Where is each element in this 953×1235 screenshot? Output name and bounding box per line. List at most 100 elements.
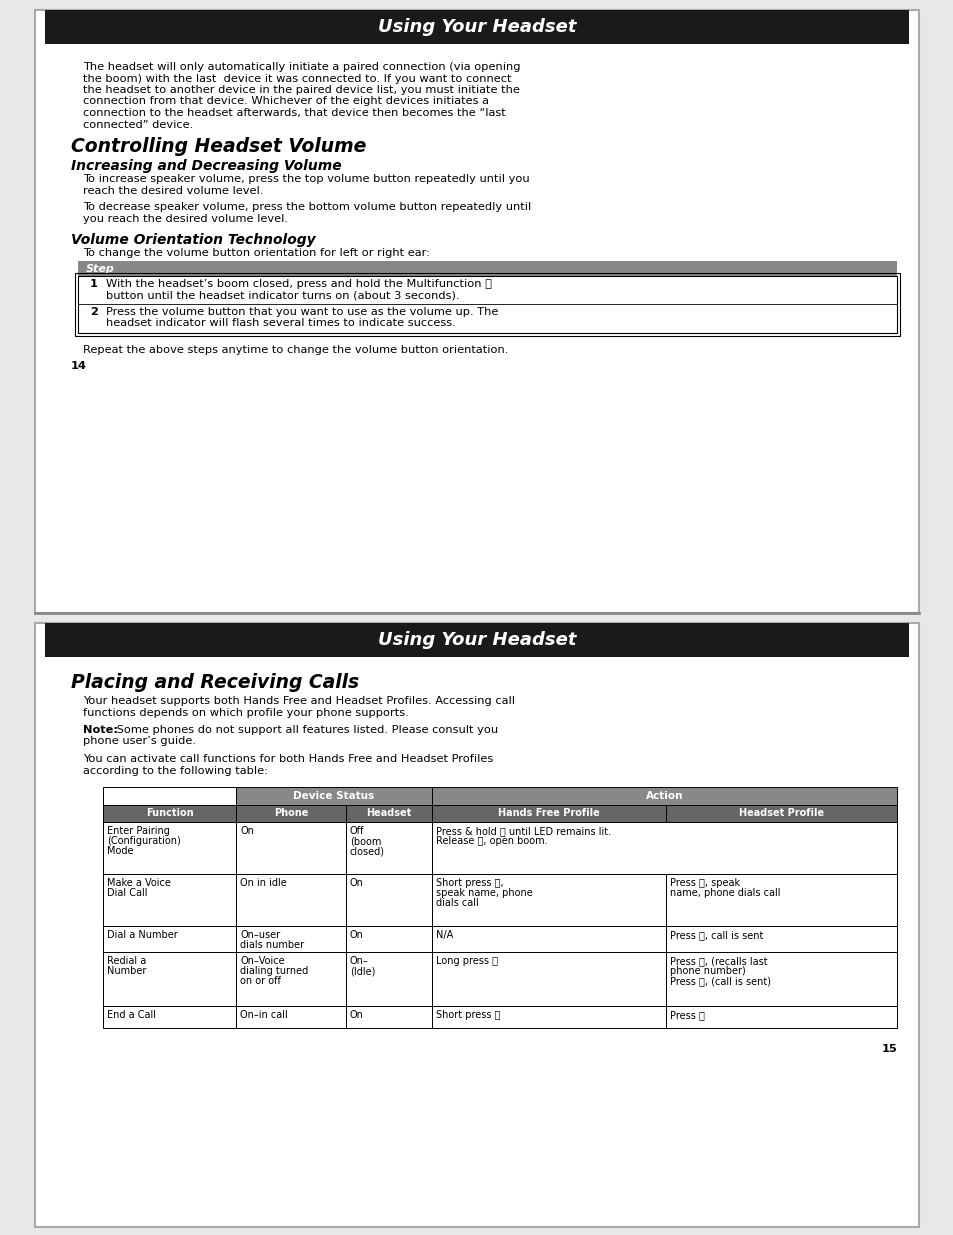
Bar <box>665 952 896 1007</box>
Text: Make a Voice: Make a Voice <box>107 878 171 888</box>
Text: reach the desired volume level.: reach the desired volume level. <box>83 185 263 195</box>
Text: Short press ⓢ: Short press ⓢ <box>436 1010 499 1020</box>
Text: functions depends on which profile your phone supports.: functions depends on which profile your … <box>83 708 408 718</box>
Text: (Idle): (Idle) <box>350 966 375 976</box>
Text: Press ⓢ, (recalls last: Press ⓢ, (recalls last <box>669 956 767 966</box>
Text: Volume Orientation Technology: Volume Orientation Technology <box>71 233 315 247</box>
Bar <box>45 622 908 657</box>
Bar <box>432 926 665 952</box>
Text: On: On <box>240 826 254 836</box>
Bar <box>236 805 346 823</box>
Bar <box>103 823 236 874</box>
Text: (boom: (boom <box>350 836 381 846</box>
Bar <box>103 926 236 952</box>
Text: You can activate call functions for both Hands Free and Headset Profiles: You can activate call functions for both… <box>83 755 493 764</box>
Text: phone user’s guide.: phone user’s guide. <box>83 736 195 746</box>
Text: Redial a: Redial a <box>107 956 146 966</box>
Text: To change the volume button orientation for left or right ear:: To change the volume button orientation … <box>83 248 430 258</box>
Bar <box>35 622 918 1228</box>
Text: 14: 14 <box>71 361 87 370</box>
Text: Some phones do not support all features listed. Please consult you: Some phones do not support all features … <box>112 725 497 735</box>
Text: On: On <box>350 1010 363 1020</box>
Bar <box>103 805 236 823</box>
Bar <box>346 874 432 926</box>
Text: the boom) with the last  device it was connected to. If you want to connect: the boom) with the last device it was co… <box>83 74 511 84</box>
Bar <box>665 805 896 823</box>
Text: headset indicator will flash several times to indicate success.: headset indicator will flash several tim… <box>106 319 456 329</box>
Bar <box>236 952 346 1007</box>
Text: To increase speaker volume, press the top volume button repeatedly until you: To increase speaker volume, press the to… <box>83 174 529 184</box>
Bar <box>236 926 346 952</box>
Text: the headset to another device in the paired device list, you must initiate the: the headset to another device in the pai… <box>83 85 519 95</box>
Bar <box>78 275 896 333</box>
Text: dials number: dials number <box>240 940 304 950</box>
Bar <box>665 1007 896 1028</box>
Bar <box>35 10 918 613</box>
Text: On: On <box>350 930 363 940</box>
Text: On–: On– <box>350 956 368 966</box>
Bar <box>103 787 236 805</box>
Text: (Configuration): (Configuration) <box>107 836 180 846</box>
Text: dials call: dials call <box>436 898 478 908</box>
Text: On–user: On–user <box>240 930 280 940</box>
Text: Step: Step <box>86 263 114 273</box>
Text: Repeat the above steps anytime to change the volume button orientation.: Repeat the above steps anytime to change… <box>83 345 508 354</box>
Bar <box>103 952 236 1007</box>
Text: phone number): phone number) <box>669 966 745 976</box>
Text: on or off: on or off <box>240 976 281 986</box>
Text: Increasing and Decreasing Volume: Increasing and Decreasing Volume <box>71 159 341 173</box>
Text: Press ⓢ: Press ⓢ <box>669 1010 704 1020</box>
Text: Number: Number <box>107 966 146 976</box>
Text: On–Voice: On–Voice <box>240 956 285 966</box>
Text: Using Your Headset: Using Your Headset <box>377 631 576 650</box>
Text: 2: 2 <box>90 308 98 317</box>
Text: Headset Profile: Headset Profile <box>739 809 823 819</box>
Bar <box>665 926 896 952</box>
Bar <box>103 874 236 926</box>
Text: Dial Call: Dial Call <box>107 888 148 898</box>
Bar <box>236 874 346 926</box>
Text: Controlling Headset Volume: Controlling Headset Volume <box>71 137 366 156</box>
Text: Headset: Headset <box>366 809 411 819</box>
Text: Function: Function <box>146 809 193 819</box>
Text: Press ⓢ, call is sent: Press ⓢ, call is sent <box>669 930 762 940</box>
Text: With the headset’s boom closed, press and hold the Multifunction ⓢ: With the headset’s boom closed, press an… <box>106 279 492 289</box>
Bar <box>236 823 346 874</box>
Text: 1: 1 <box>90 279 98 289</box>
Text: according to the following table:: according to the following table: <box>83 766 268 776</box>
Text: Mode: Mode <box>107 846 133 856</box>
Text: The headset will only automatically initiate a paired connection (via opening: The headset will only automatically init… <box>83 62 520 72</box>
Text: Action: Action <box>645 790 682 802</box>
Text: To decrease speaker volume, press the bottom volume button repeatedly until: To decrease speaker volume, press the bo… <box>83 203 531 212</box>
Bar <box>346 823 432 874</box>
Text: Press the volume button that you want to use as the volume up. The: Press the volume button that you want to… <box>106 308 497 317</box>
Text: Long press ⓢ: Long press ⓢ <box>436 956 497 966</box>
Text: Press & hold ⓢ until LED remains lit.: Press & hold ⓢ until LED remains lit. <box>436 826 610 836</box>
Bar <box>346 805 432 823</box>
Text: button until the headset indicator turns on (about 3 seconds).: button until the headset indicator turns… <box>106 290 459 300</box>
Bar <box>432 1007 665 1028</box>
Text: Device Status: Device Status <box>294 790 375 802</box>
Bar <box>236 1007 346 1028</box>
Bar <box>346 1007 432 1028</box>
Bar <box>346 926 432 952</box>
Text: Phone: Phone <box>274 809 308 819</box>
Text: speak name, phone: speak name, phone <box>436 888 532 898</box>
Text: On: On <box>350 878 363 888</box>
Text: Release ⓢ, open boom.: Release ⓢ, open boom. <box>436 836 547 846</box>
Bar <box>432 952 665 1007</box>
Text: On in idle: On in idle <box>240 878 287 888</box>
Text: Using Your Headset: Using Your Headset <box>377 19 576 36</box>
Bar <box>45 10 908 44</box>
Text: connection to the headset afterwards, that device then becomes the “last: connection to the headset afterwards, th… <box>83 107 505 119</box>
Bar <box>78 261 896 275</box>
Text: Your headset supports both Hands Free and Headset Profiles. Accessing call: Your headset supports both Hands Free an… <box>83 697 515 706</box>
Text: Press ⓢ, speak: Press ⓢ, speak <box>669 878 740 888</box>
Text: closed): closed) <box>350 846 385 856</box>
Text: connected” device.: connected” device. <box>83 120 193 130</box>
Text: N/A: N/A <box>436 930 453 940</box>
Bar <box>432 787 896 805</box>
Text: End a Call: End a Call <box>107 1010 156 1020</box>
Text: Off: Off <box>350 826 364 836</box>
Bar <box>432 805 665 823</box>
